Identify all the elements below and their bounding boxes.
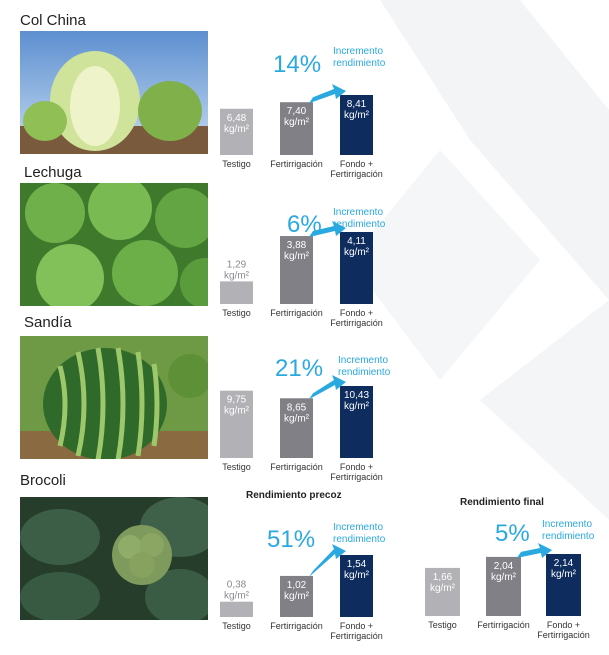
value-label-brocoli-final-0: 1,66 kg/m² xyxy=(430,572,456,594)
category-label-col-china-2: Fondo + Fertirrigación xyxy=(330,159,383,179)
chart-sandia: 9,75 kg/m² Testigo 8,65 kg/m² Fertirrigación 1… xyxy=(215,350,395,490)
category-label-lechuga-2: Fondo + Fertirrigación xyxy=(330,308,383,328)
value-label-col-china-1: 7,40 kg/m² xyxy=(284,106,310,128)
value-label-lechuga-2: 4,11 kg/m² xyxy=(344,236,370,258)
category-label-lechuga-1: Fertirrigación xyxy=(270,308,323,318)
bar-col-china-1 xyxy=(280,102,313,155)
value-label-brocoli-precoz-2: 1,54 kg/m² xyxy=(344,559,370,581)
category-label-brocoli-final-2: Fondo + Fertirrigación xyxy=(537,620,590,640)
value-label-col-china-0: 6,48 kg/m² xyxy=(224,113,250,135)
bar-sandia-1 xyxy=(280,398,313,458)
bar-col-china-2 xyxy=(340,95,373,155)
bar-col-china-0 xyxy=(220,108,253,155)
value-label-lechuga-1: 3,88 kg/m² xyxy=(284,240,310,262)
broccoli-photo xyxy=(20,497,208,620)
bar-brocoli-final-1 xyxy=(486,556,521,616)
category-label-col-china-0: Testigo xyxy=(222,159,251,169)
increase-pct-brocoli-final: 5% xyxy=(495,520,530,547)
increase-label-brocoli-final: Incremento rendimiento xyxy=(542,519,595,542)
chart-lechuga-svg: 1,29 kg/m² Testigo 3,88 kg/m² Fertirrigación 4… xyxy=(220,207,386,328)
chart-brocoli-precoz: 0,38 kg/m² Testigo 1,02 kg/m² Fertirrigación 1… xyxy=(215,510,395,655)
value-label-brocoli-precoz-1: 1,02 kg/m² xyxy=(284,580,310,602)
category-label-brocoli-precoz-2: Fondo + Fertirrigación xyxy=(330,621,383,641)
value-label-sandia-0: 9,75 kg/m² xyxy=(224,395,250,417)
chart-sandia-svg: 9,75 kg/m² Testigo 8,65 kg/m² Fertirrigación 1… xyxy=(220,355,391,482)
category-label-brocoli-precoz-0: Testigo xyxy=(222,621,251,631)
increase-label-col-china: Incremento rendimiento xyxy=(333,46,386,69)
category-label-brocoli-final-0: Testigo xyxy=(428,620,457,630)
value-label-sandia-2: 10,43 kg/m² xyxy=(344,390,370,412)
bar-lechuga-1 xyxy=(280,236,313,304)
value-label-col-china-2: 8,41 kg/m² xyxy=(344,99,370,121)
bar-brocoli-precoz-0 xyxy=(220,601,253,617)
increase-arrow-brocoli-precoz xyxy=(309,544,346,577)
value-label-brocoli-precoz-0: 0,38 kg/m² xyxy=(224,580,250,602)
category-label-sandia-1: Fertirrigación xyxy=(270,462,323,472)
increase-arrow-col-china xyxy=(309,84,346,104)
increase-label-sandia: Incremento rendimiento xyxy=(338,355,391,378)
chart-brocoli-final-svg: 1,66 kg/m² Testigo 2,04 kg/m² Fertirrigación 2… xyxy=(425,519,595,640)
value-label-brocoli-final-1: 2,04 kg/m² xyxy=(491,561,517,583)
category-label-lechuga-0: Testigo xyxy=(222,308,251,318)
increase-pct-brocoli-precoz: 51% xyxy=(267,526,315,553)
bar-sandia-0 xyxy=(220,390,253,458)
crop-title-brocoli: Brocoli xyxy=(20,472,66,489)
increase-pct-sandia: 21% xyxy=(275,355,323,382)
increase-pct-lechuga: 6% xyxy=(287,211,322,238)
increase-pct-col-china: 14% xyxy=(273,51,321,78)
subtitle-rendimiento-final: Rendimiento final xyxy=(460,497,544,508)
bar-sandia-2 xyxy=(340,386,373,458)
bar-brocoli-final-0 xyxy=(425,567,460,616)
lettuce-photo xyxy=(20,183,208,306)
chart-col-china: 6,48 kg/m² Testigo 7,40 kg/m² Fertirrigación 8… xyxy=(215,40,395,190)
chinese-cabbage-photo xyxy=(20,31,208,154)
value-label-brocoli-final-2: 2,14 kg/m² xyxy=(551,558,577,580)
category-label-brocoli-final-1: Fertirrigación xyxy=(477,620,530,630)
increase-arrow-brocoli-final xyxy=(517,543,552,558)
crop-title-sandia: Sandía xyxy=(24,314,72,331)
increase-arrow-sandia xyxy=(309,375,346,400)
chart-lechuga: 1,29 kg/m² Testigo 3,88 kg/m² Fertirrigación 4… xyxy=(215,202,395,342)
increase-label-lechuga: Incremento rendimiento xyxy=(333,207,386,230)
bar-brocoli-precoz-1 xyxy=(280,575,313,617)
category-label-sandia-2: Fondo + Fertirrigación xyxy=(330,462,383,482)
chart-col-china-svg: 6,48 kg/m² Testigo 7,40 kg/m² Fertirrigación 8… xyxy=(220,46,386,179)
increase-label-brocoli-precoz: Incremento rendimiento xyxy=(333,522,386,545)
bar-brocoli-final-2 xyxy=(546,554,581,616)
bar-lechuga-2 xyxy=(340,232,373,304)
category-label-brocoli-precoz-1: Fertirrigación xyxy=(270,621,323,631)
chart-brocoli-final: 1,66 kg/m² Testigo 2,04 kg/m² Fertirrigación 2… xyxy=(420,514,609,655)
increase-arrow-lechuga xyxy=(309,221,346,238)
value-label-sandia-1: 8,65 kg/m² xyxy=(284,402,310,424)
subtitle-rendimiento-precoz: Rendimiento precoz xyxy=(246,490,342,501)
bar-lechuga-0 xyxy=(220,281,253,304)
crop-title-col-china: Col China xyxy=(20,12,86,29)
bar-brocoli-precoz-2 xyxy=(340,555,373,617)
crop-title-lechuga: Lechuga xyxy=(24,164,82,181)
category-label-sandia-0: Testigo xyxy=(222,462,251,472)
value-label-lechuga-0: 1,29 kg/m² xyxy=(224,259,250,281)
category-label-col-china-1: Fertirrigación xyxy=(270,159,323,169)
watermelon-photo xyxy=(20,336,208,459)
chart-brocoli-precoz-svg: 0,38 kg/m² Testigo 1,02 kg/m² Fertirrigación 1… xyxy=(220,522,386,641)
